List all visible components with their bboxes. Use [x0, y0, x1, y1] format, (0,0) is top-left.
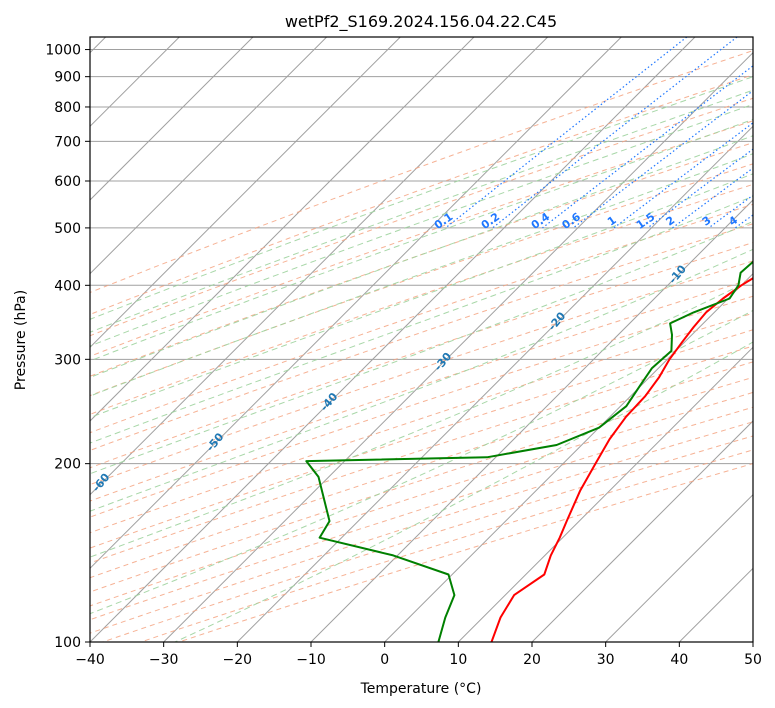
moist-adiabat-line: [90, 118, 753, 362]
x-tick-label: 0: [380, 652, 389, 668]
dry-adiabat-line: [90, 142, 753, 377]
temperature-line: [490, 277, 753, 642]
isotherm-line: [457, 346, 753, 642]
dry-adiabat-line: [90, 120, 753, 357]
moist-adiabat-line: [90, 309, 753, 615]
isotherm-line: [90, 37, 328, 275]
mixing-ratio-line: [708, 194, 753, 229]
x-tick-label: 20: [523, 652, 541, 668]
mixing-ratio-label: 1.5: [634, 210, 657, 232]
dry-adiabat-line: [178, 463, 753, 642]
dry-adiabat-line: [90, 329, 753, 549]
moist-adiabat-line: [90, 248, 753, 512]
y-tick-label: 200: [54, 457, 81, 473]
dry-adiabat-line: [90, 50, 753, 294]
dry-adiabat-line: [90, 223, 753, 451]
isotherm-line: [163, 51, 753, 642]
y-tick-label: 600: [54, 174, 81, 190]
x-tick-label: −40: [75, 652, 105, 668]
chart-title: wetPf2_S169.2024.156.04.22.C45: [285, 12, 557, 32]
moist-adiabat-line: [90, 195, 753, 444]
dry-adiabat-line: [90, 312, 753, 534]
mixing-ratio-label: 2: [664, 214, 678, 229]
mixing-ratio-line: [613, 122, 753, 229]
dry-adiabat-line: [90, 295, 753, 518]
dry-adiabat-line: [90, 242, 753, 469]
moist-adiabat-line: [90, 278, 753, 558]
moist-adiabat-line: [90, 220, 753, 475]
y-tick-label: 900: [54, 70, 81, 86]
mixing-ratio-line: [572, 89, 753, 229]
y-tick-label: 400: [54, 278, 81, 294]
mixing-ratio-label: 0.2: [479, 210, 502, 232]
x-axis-title: Temperature (°C): [360, 681, 482, 697]
x-tick-label: −30: [149, 652, 179, 668]
moist-adiabat-line: [90, 153, 753, 397]
mixing-ratio-label: 4: [726, 213, 740, 228]
dry-adiabat-line: [90, 203, 753, 434]
moist-adiabat-line: [90, 103, 753, 347]
dry-adiabat-line: [90, 376, 753, 593]
y-tick-label: 100: [54, 635, 81, 651]
mixing-ratio-line: [672, 167, 753, 229]
isotherm-line: [752, 641, 753, 642]
dry-adiabat-line: [90, 260, 753, 486]
x-tick-label: −20: [223, 652, 253, 668]
plot-area: 0.10.20.40.611.52346810131620253036-100-…: [45, 36, 775, 668]
y-tick-label: 700: [54, 134, 81, 150]
y-tick-label: 500: [54, 221, 81, 237]
dry-adiabat-line: [90, 345, 753, 564]
x-tick-label: 30: [597, 652, 615, 668]
x-tick-label: −10: [296, 652, 326, 668]
mixing-ratio-line: [542, 65, 753, 229]
dry-adiabat-line: [90, 183, 753, 415]
isotherm-line: [90, 37, 401, 349]
dry-adiabat-line: [102, 435, 753, 642]
isotherm-line: [605, 493, 753, 642]
dry-adiabat-line: [90, 74, 753, 315]
isotherm-line: [678, 567, 753, 642]
dry-adiabat-line: [90, 278, 753, 502]
dry-adiabat-line: [90, 361, 753, 579]
y-tick-label: 1000: [45, 43, 81, 59]
dry-adiabat-line: [90, 97, 753, 337]
isotherm-line: [531, 420, 753, 642]
isotherm-line: [90, 37, 475, 422]
plot-frame: [89, 36, 754, 643]
y-axis-title: Pressure (hPa): [13, 290, 29, 390]
mixing-ratio-line: [492, 37, 738, 229]
mixing-ratio-label: 0.6: [560, 210, 584, 232]
dry-adiabat-line: [90, 391, 753, 607]
isotherm-line: [90, 37, 622, 570]
y-tick-label: 800: [54, 100, 81, 116]
moist-adiabat-line: [90, 173, 753, 419]
dewpoint-line: [305, 260, 753, 642]
x-tick-label: 50: [744, 652, 762, 668]
moist-adiabat-line: [90, 76, 753, 320]
x-tick-label: 10: [449, 652, 467, 668]
moist-adiabat-line: [90, 89, 753, 333]
plot-clip-group: 0.10.20.40.611.52346810131620253036-100-…: [90, 37, 775, 642]
x-tick-label: 40: [670, 652, 688, 668]
y-tick-label: 300: [54, 352, 81, 368]
isotherm-line: [90, 37, 254, 201]
mixing-ratio-label: 1: [605, 214, 619, 229]
dry-adiabat-line: [90, 163, 753, 397]
mixing-ratio-label: 6: [765, 213, 775, 228]
moist-adiabat-line: [90, 135, 753, 378]
isotherm-line: [90, 37, 696, 642]
isotherm-line: [384, 272, 753, 642]
mixing-ratio-line: [734, 214, 753, 229]
isotherm-line: [90, 37, 549, 496]
isotherm-line: [236, 125, 753, 642]
